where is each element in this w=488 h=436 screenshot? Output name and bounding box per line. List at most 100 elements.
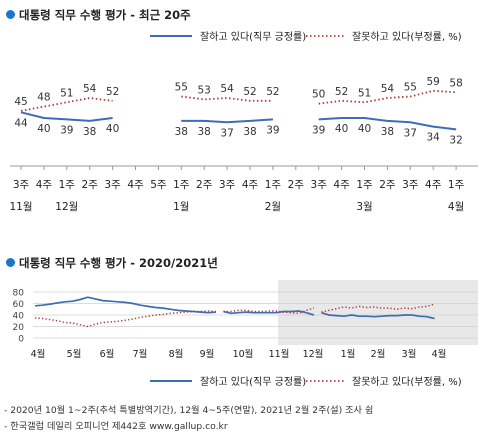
x-month-label: 7월 bbox=[133, 348, 148, 360]
x-month-label: 9월 bbox=[200, 348, 215, 360]
disapprove-line-segment bbox=[318, 89, 457, 105]
x-tick-month-label: 3월 bbox=[356, 201, 372, 213]
x-tick-week-label: 3주 bbox=[219, 179, 236, 191]
y-tick-label: 80 bbox=[13, 289, 25, 299]
chart2-title-text: 대통령 직무 수행 평가 - 2020/2021년 bbox=[19, 256, 218, 270]
approve-value-label: 40 bbox=[335, 123, 348, 135]
x-tick-week-label: 1주 bbox=[173, 179, 190, 191]
x-tick-month-label: 2월 bbox=[265, 201, 281, 213]
disapprove-value-label: 54 bbox=[220, 83, 234, 95]
disapprove-value-label: 54 bbox=[381, 83, 395, 95]
bullet-icon bbox=[6, 258, 15, 267]
x-tick-week-label: 3주 bbox=[311, 179, 328, 191]
x-tick-week-label: 4주 bbox=[333, 179, 350, 191]
x-tick-month-label: 11월 bbox=[9, 201, 32, 213]
approve-value-label: 38 bbox=[381, 126, 394, 138]
x-tick-week-label: 3주 bbox=[104, 179, 121, 191]
disapprove-value-label: 52 bbox=[335, 86, 348, 98]
y-tick-label: 40 bbox=[13, 312, 25, 322]
disapprove-value-label: 52 bbox=[266, 86, 279, 98]
disapprove-value-label: 59 bbox=[427, 76, 440, 88]
x-tick-week-label: 2주 bbox=[379, 179, 396, 191]
footnote-2: - 한국갤럽 데일리 오피니언 제442호 www.gallup.co.kr bbox=[4, 421, 228, 432]
x-month-label: 6월 bbox=[100, 348, 115, 360]
approve-value-label: 38 bbox=[175, 126, 188, 138]
disapprove-value-label: 55 bbox=[175, 82, 188, 94]
x-month-label: 4월 bbox=[432, 348, 447, 360]
y-tick-label: 20 bbox=[13, 323, 25, 333]
disapprove-value-label: 45 bbox=[14, 96, 27, 108]
x-tick-week-label: 5주 bbox=[150, 179, 167, 191]
x-tick-month-label: 1월 bbox=[173, 201, 189, 213]
approve-line-segment bbox=[20, 111, 113, 122]
chart1-svg: 잘하고 있다(직무 긍정률) 잘못하고 있다(부정률, %) 44 40 39 38 40 3… bbox=[9, 30, 478, 213]
approve-value-label: 39 bbox=[312, 124, 325, 136]
x-month-label: 4월 bbox=[31, 348, 46, 360]
disapprove-value-label: 55 bbox=[404, 82, 417, 94]
x-tick-week-label: 1주 bbox=[265, 179, 282, 191]
disapprove-line-segment bbox=[34, 310, 216, 328]
disapprove-line-segment bbox=[321, 303, 435, 313]
chart1-title-text: 대통령 직무 수행 평가 - 최근 20주 bbox=[19, 8, 191, 22]
approve-value-label: 38 bbox=[243, 126, 256, 138]
approve-line-segment bbox=[321, 311, 435, 320]
x-month-label: 12월 bbox=[303, 348, 324, 360]
x-tick-week-label: 1주 bbox=[356, 179, 373, 191]
disapprove-line-segment bbox=[223, 307, 315, 315]
x-tick-week-label: 4주 bbox=[242, 179, 259, 191]
x-tick-week-label: 1주 bbox=[59, 179, 76, 191]
disapprove-value-label: 51 bbox=[60, 87, 73, 99]
disapprove-value-label: 48 bbox=[37, 92, 50, 104]
approve-value-label: 40 bbox=[37, 123, 50, 135]
chart2-title: 대통령 직무 수행 평가 - 2020/2021년 bbox=[6, 255, 218, 271]
x-tick-week-label: 4주 bbox=[36, 179, 53, 191]
x-tick-week-label: 4주 bbox=[127, 179, 144, 191]
x-month-label: 11월 bbox=[269, 348, 290, 360]
disapprove-value-label: 52 bbox=[106, 86, 119, 98]
x-tick-week-label: 4주 bbox=[425, 179, 442, 191]
approve-value-label: 37 bbox=[404, 127, 417, 139]
disapprove-line-segment bbox=[181, 95, 273, 102]
disapprove-value-label: 53 bbox=[198, 84, 211, 96]
y-tick-label: 0 bbox=[18, 335, 24, 345]
approve-value-label: 32 bbox=[449, 134, 462, 146]
y-tick-label: 60 bbox=[13, 300, 25, 310]
approve-line-segment bbox=[181, 118, 273, 124]
x-month-label: 2월 bbox=[371, 348, 386, 360]
x-month-label: 8월 bbox=[169, 348, 184, 360]
x-tick-week-label: 3주 bbox=[402, 179, 419, 191]
x-tick-week-label: 2주 bbox=[196, 179, 213, 191]
legend-disapprove-label: 잘못하고 있다(부정률, %) bbox=[352, 375, 462, 388]
approve-value-label: 40 bbox=[106, 123, 119, 135]
chart1-title: 대통령 직무 수행 평가 - 최근 20주 bbox=[6, 7, 191, 23]
approve-value-label: 39 bbox=[266, 124, 279, 136]
approve-value-label: 38 bbox=[198, 126, 211, 138]
approve-line-segment bbox=[34, 296, 216, 314]
approve-value-label: 37 bbox=[220, 127, 233, 139]
legend-approve-label: 잘하고 있다(직무 긍정률) bbox=[200, 375, 306, 388]
x-month-label: 5월 bbox=[67, 348, 82, 360]
approve-value-label: 34 bbox=[427, 132, 441, 144]
disapprove-value-label: 50 bbox=[312, 89, 325, 101]
approve-line-segment bbox=[223, 310, 315, 316]
x-tick-month-label: 4월 bbox=[448, 201, 464, 213]
x-tick-month-label: 12월 bbox=[55, 201, 78, 213]
approve-value-label: 40 bbox=[358, 123, 371, 135]
disapprove-value-label: 51 bbox=[358, 87, 371, 99]
legend-approve-label: 잘하고 있다(직무 긍정률) bbox=[200, 30, 306, 43]
approve-value-label: 38 bbox=[83, 126, 96, 138]
x-tick-week-label: 2주 bbox=[82, 179, 99, 191]
disapprove-value-label: 54 bbox=[83, 83, 97, 95]
approve-line-segment bbox=[318, 117, 457, 131]
x-tick-week-label: 3주 bbox=[13, 179, 30, 191]
disapprove-value-label: 52 bbox=[243, 86, 256, 98]
legend-disapprove-label: 잘못하고 있다(부정률, %) bbox=[352, 30, 462, 43]
approve-value-label: 44 bbox=[14, 117, 28, 129]
disapprove-value-label: 58 bbox=[449, 77, 462, 89]
x-tick-week-label: 2주 bbox=[288, 179, 305, 191]
x-month-label: 1월 bbox=[341, 348, 356, 360]
x-tick-week-label: 1주 bbox=[448, 179, 465, 191]
recent-period-shade bbox=[278, 280, 478, 345]
bullet-icon bbox=[6, 10, 15, 19]
